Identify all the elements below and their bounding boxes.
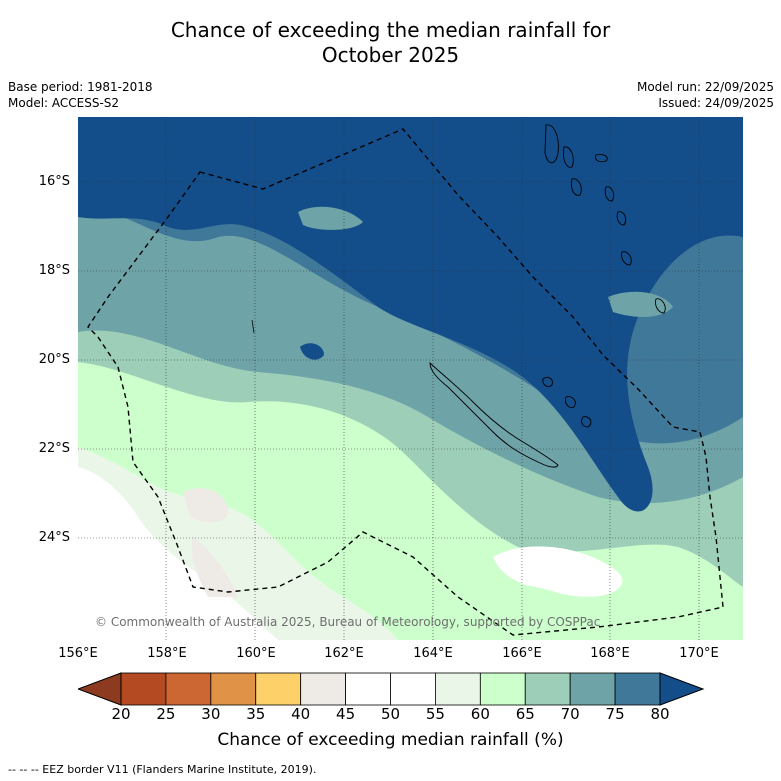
region-deep-patch — [300, 343, 324, 360]
lon-label-166e: 166°E — [502, 646, 542, 661]
colorbar-segment — [165, 672, 212, 706]
colorbar-segment — [614, 672, 661, 706]
model-run: Model run: 22/09/2025 — [636, 80, 774, 94]
colorbar-segment — [569, 672, 616, 706]
colorbar-tick-label: 40 — [291, 705, 311, 723]
colorbar-tick-label: 20 — [111, 705, 131, 723]
colorbar-segment — [390, 672, 436, 706]
lon-label-162e: 162°E — [324, 646, 364, 661]
colorbar-over-arrow — [659, 672, 705, 706]
region-75-80-north — [78, 117, 743, 512]
eez-border — [87, 128, 724, 636]
colorbar-segment — [300, 672, 346, 706]
title-line-1: Chance of exceeding the median rainfall … — [170, 18, 611, 42]
colorbar-tick-label: 45 — [336, 705, 356, 723]
colorbar-segment — [524, 672, 571, 706]
base-period: Base period: 1981-2018 — [8, 80, 153, 94]
colorbar-tick-label: 50 — [380, 705, 401, 723]
colorbar-tick-label: 80 — [650, 705, 670, 723]
region-white-se — [493, 546, 623, 597]
loyalty-islands — [542, 376, 592, 428]
colorbar-segment — [345, 672, 391, 706]
graticule — [78, 117, 743, 640]
colorbar-tick-label: 55 — [425, 705, 445, 723]
lat-label-24s: 24°S — [38, 530, 70, 545]
lon-label-156e: 156°E — [58, 646, 98, 661]
colorbar-tick-label: 30 — [201, 705, 221, 723]
colorbar — [78, 672, 705, 706]
eez-legend-note: -- -- -- EEZ border V11 (Flanders Marine… — [8, 763, 317, 776]
colorbar-label: Chance of exceeding median rainfall (%) — [217, 730, 564, 750]
colorbar-tick-label: 70 — [560, 705, 580, 723]
map-canvas — [78, 117, 743, 640]
lat-label-20s: 20°S — [38, 352, 70, 367]
model-name: Model: ACCESS-S2 — [8, 96, 120, 110]
colorbar-segment — [479, 672, 526, 706]
title-line-2: October 2025 — [321, 43, 460, 67]
colorbar-tick-label: 75 — [605, 705, 625, 723]
map-title: Chance of exceeding the median rainfall … — [0, 18, 781, 68]
lon-label-168e: 168°E — [590, 646, 630, 661]
colorbar-segment — [255, 672, 302, 706]
lat-label-22s: 22°S — [38, 441, 70, 456]
colorbar-segment — [435, 672, 481, 706]
new-caledonia-landmass — [429, 361, 559, 468]
lat-label-16s: 16°S — [38, 174, 70, 189]
colorbar-segment — [210, 672, 257, 706]
lon-label-170e: 170°E — [679, 646, 719, 661]
colorbar-under-arrow — [78, 672, 122, 706]
region-70-75-patch-2 — [608, 291, 673, 317]
rainfall-map[interactable] — [78, 117, 743, 640]
lon-label-158e: 158°E — [147, 646, 187, 661]
lat-label-18s: 18°S — [38, 263, 70, 278]
region-70-75-patch-1 — [298, 206, 363, 230]
lon-label-160e: 160°E — [236, 646, 276, 661]
meta-right: Model run: 22/09/2025 Issued: 24/09/2025 — [637, 79, 774, 111]
region-75-80-mid — [248, 183, 274, 217]
vanuatu-islands — [544, 124, 666, 314]
meta-left: Base period: 1981-2018 Model: ACCESS-S2 — [8, 79, 153, 111]
region-40-45 — [183, 488, 238, 597]
colorbar-tick-label: 65 — [515, 705, 535, 723]
colorbar-tick-label: 25 — [156, 705, 176, 723]
colorbar-segment — [120, 672, 167, 706]
lon-label-164e: 164°E — [413, 646, 453, 661]
region-green-se — [468, 583, 638, 627]
colorbar-tick-label: 35 — [246, 705, 266, 723]
colorbar-tick-label: 60 — [470, 705, 490, 723]
small-island-1 — [251, 319, 255, 334]
issued-date: Issued: 24/09/2025 — [658, 96, 774, 110]
copyright-notice: © Commonwealth of Australia 2025, Bureau… — [95, 615, 601, 629]
